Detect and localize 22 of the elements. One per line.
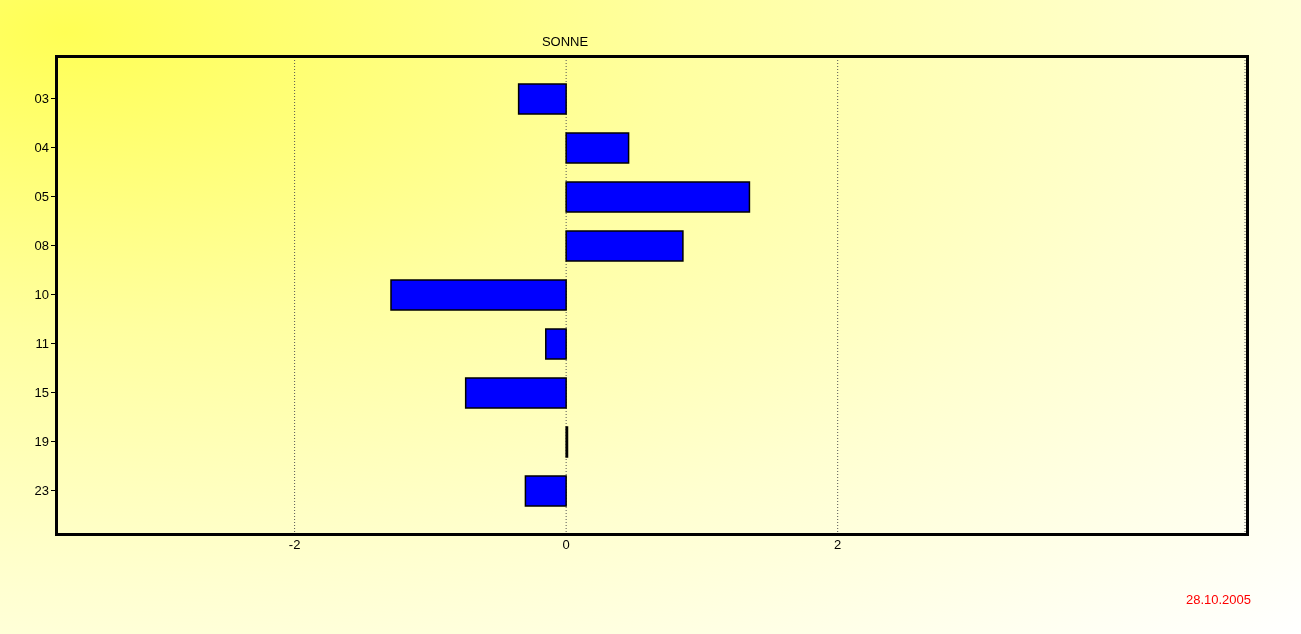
text: 28.10.2005 [1185,592,1251,607]
x-tick-label: 2 [834,537,842,553]
y-tick-label: 05 [34,189,49,205]
bar [565,132,630,164]
y-tick-label: 04 [34,140,49,156]
chart-title: SONNE [540,34,590,49]
x-tick-label: -2 [288,537,301,553]
bar [565,230,684,262]
bar [545,328,567,360]
bar [517,83,567,115]
y-tick-label: 11 [35,336,49,352]
y-tick-label: 03 [34,91,49,107]
y-tick-label: 08 [34,238,49,254]
y-tick-label: 19 [34,434,49,450]
y-tick-label: 23 [34,483,49,499]
y-tick-label: 10 [34,287,49,303]
bar [390,279,567,311]
bar [565,181,751,213]
x-tick-label: 0 [562,537,570,553]
bar [524,475,567,507]
bar [464,377,567,409]
y-tick-label: 15 [34,385,49,401]
